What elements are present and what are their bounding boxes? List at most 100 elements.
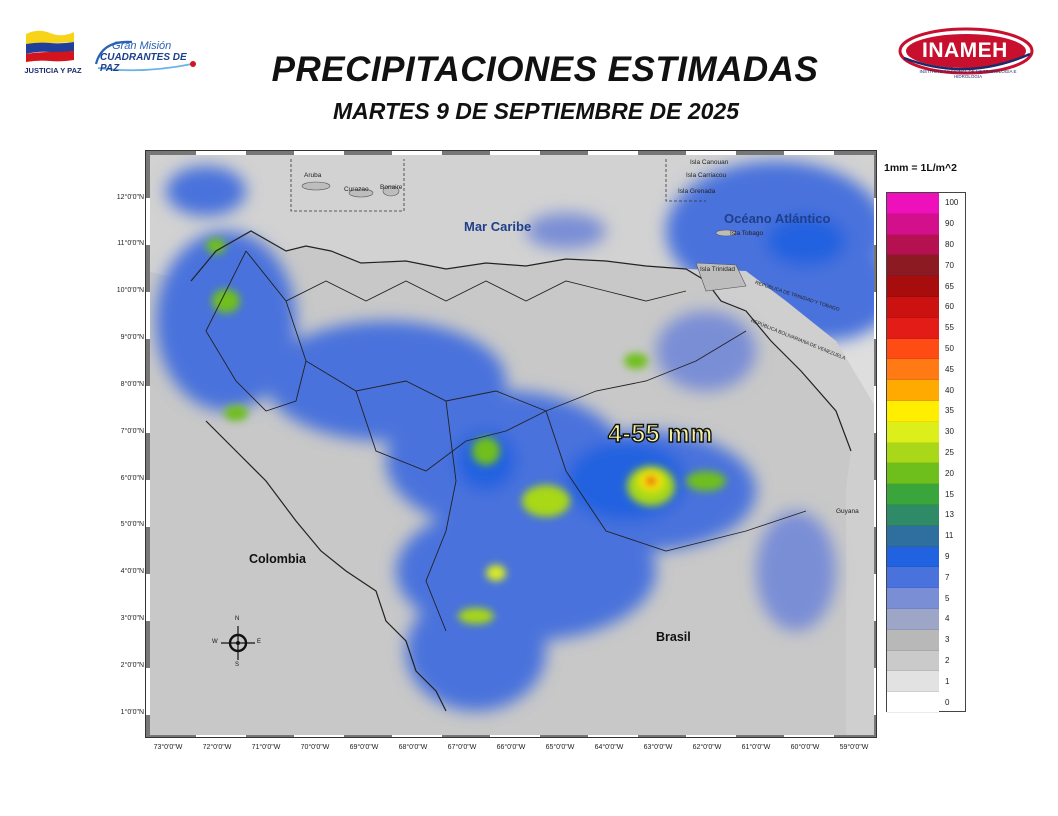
legend-label: 11: [945, 531, 954, 541]
legend-label: 70: [945, 260, 954, 270]
legend-label: 1: [945, 676, 950, 686]
lon-label: 59°0'0"W: [839, 744, 869, 751]
legend-swatch: [887, 650, 939, 672]
inameh-logo: INAMEH INSTITUTO NACIONAL DE METEOROLOGÍ…: [896, 24, 1038, 84]
legend-swatch: [887, 588, 939, 609]
precipitation-map: [145, 150, 877, 738]
government-logos: JUSTICIA Y PAZ Gran Misión CUADRANTES DE…: [22, 26, 202, 84]
justicia-y-paz-label: JUSTICIA Y PAZ: [24, 66, 82, 75]
legend-item: 3: [887, 629, 967, 651]
region-atlantic: Océano Atlántico: [724, 211, 831, 226]
cuadrantes-de-paz-logo: Gran Misión CUADRANTES DE PAZ: [92, 34, 202, 80]
compass-w: W: [212, 639, 218, 645]
lat-label: 4°0'0"N: [120, 568, 144, 575]
legend-label: 3: [945, 635, 950, 645]
legend-swatch: [887, 442, 939, 464]
place-curazao: Curazao: [344, 186, 369, 193]
legend-label: 50: [945, 343, 954, 353]
legend-item: 0: [887, 692, 967, 713]
legend-item: 4: [887, 609, 967, 630]
legend-swatch: [887, 380, 939, 401]
lon-label: 63°0'0"W: [643, 744, 673, 751]
lon-label: 60°0'0"W: [790, 744, 820, 751]
lon-label: 72°0'0"W: [202, 744, 232, 751]
atlantic-rain-area: [166, 161, 876, 341]
legend-label: 0: [945, 697, 950, 707]
swoosh-icon: [94, 40, 196, 72]
lon-label: 65°0'0"W: [545, 744, 575, 751]
legend-item: 5: [887, 588, 967, 609]
heavy-rain-cores: [206, 238, 726, 624]
legend-swatch: [887, 338, 939, 360]
legend-item: 13: [887, 505, 967, 526]
legend-item: 25: [887, 442, 967, 464]
place-bonaire: Bonaire: [380, 184, 403, 191]
legend-swatch: [887, 484, 939, 505]
color-scale-legend: 100 90 80 70 65 60 55 50 45 40 35 30 25 20 15 13 11 9 7 5 4 3…: [886, 192, 967, 713]
lat-label: 8°0'0"N: [120, 381, 144, 388]
legend-label: 25: [945, 447, 954, 457]
lat-label: 3°0'0"N: [120, 615, 144, 622]
lon-label: 73°0'0"W: [153, 744, 183, 751]
legend-swatch: [887, 525, 939, 547]
legend-swatch: [887, 255, 939, 277]
legend-item: 65: [887, 276, 967, 297]
gran-mision-label: Gran Misión: [112, 40, 172, 52]
maritime-limit-east: [665, 159, 706, 202]
legend-swatch: [887, 234, 939, 256]
legend-item: 2: [887, 650, 967, 672]
legend-label: 65: [945, 281, 954, 291]
inameh-wordmark: INAMEH: [922, 39, 1008, 62]
lat-label: 9°0'0"N: [120, 334, 144, 341]
legend-swatch: [887, 567, 939, 589]
place-tobago: Isla Tobago: [730, 230, 764, 237]
legend-label: 60: [945, 302, 954, 312]
legend-swatch: [887, 317, 939, 339]
legend-item: 100: [887, 193, 967, 214]
lon-label: 71°0'0"W: [251, 744, 281, 751]
legend-item: 60: [887, 297, 967, 318]
legend-label: 100: [945, 198, 959, 208]
legend-label: 7: [945, 572, 950, 582]
place-canouan: Isla Canouan: [690, 159, 729, 166]
legend-item: 15: [887, 484, 967, 505]
country-border: [190, 230, 852, 712]
rainfall-range-callout: 4-55 mm: [607, 419, 713, 448]
legend-label: 20: [945, 468, 954, 478]
lat-label: 11°0'0"N: [117, 240, 144, 247]
legend-label: 90: [945, 219, 954, 229]
legend-item: 30: [887, 421, 967, 443]
inameh-fullname: INSTITUTO NACIONAL DE METEOROLOGÍA E HID…: [919, 69, 1017, 79]
legend-label: 55: [945, 323, 954, 333]
legend-unit: 1mm = 1L/m^2: [884, 162, 957, 174]
legend-item: 90: [887, 213, 967, 235]
compass-s: S: [235, 662, 240, 668]
place-aruba: Aruba: [304, 172, 322, 179]
legend-label: 80: [945, 239, 954, 249]
cuadrantes-label: CUADRANTES DE PAZ: [100, 52, 187, 74]
region-colombia: Colombia: [249, 552, 306, 566]
legend-label: 45: [945, 364, 954, 374]
legend-swatch: [887, 193, 939, 214]
legend-swatch: [887, 401, 939, 422]
venezuela-flag-icon: [26, 30, 74, 62]
islands: [301, 181, 747, 292]
lon-label: 70°0'0"W: [300, 744, 330, 751]
legend-swatch: [887, 421, 939, 443]
place-trinidad: Isla Trinidad: [700, 266, 736, 273]
legend-item: 80: [887, 234, 967, 256]
legend-item: 35: [887, 401, 967, 422]
lat-label: 10°0'0"N: [116, 287, 144, 294]
legend-swatch: [887, 546, 939, 568]
place-grenada: Isla Grenada: [678, 188, 716, 195]
legend-label: 5: [945, 593, 950, 603]
legend-swatch: [887, 359, 939, 381]
legend-item: 40: [887, 380, 967, 401]
page-subtitle: MARTES 9 DE SEPTIEMBRE DE 2025: [332, 98, 740, 124]
region-brasil: Brasil: [656, 630, 691, 644]
legend-item: 1: [887, 671, 967, 693]
legend-label: 9: [945, 551, 950, 561]
lon-label: 68°0'0"W: [398, 744, 428, 751]
legend-swatch: [887, 276, 939, 297]
lat-label: 1°0'0"N: [120, 709, 144, 716]
